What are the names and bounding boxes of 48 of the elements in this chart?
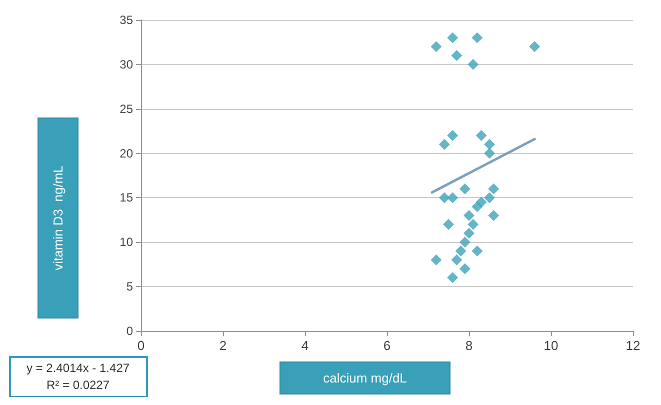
x-tick-label: 4 xyxy=(301,338,309,353)
point xyxy=(438,192,450,204)
point xyxy=(484,192,495,204)
point xyxy=(459,263,470,274)
point xyxy=(472,201,483,212)
point xyxy=(464,228,474,239)
point xyxy=(472,246,483,257)
point xyxy=(484,138,495,150)
x-tick-label: 8 xyxy=(465,338,473,353)
x-tick-label: 2 xyxy=(219,338,227,353)
point xyxy=(464,210,474,221)
y-tick-label: 25 xyxy=(120,102,134,116)
y-tick-label: 20 xyxy=(120,146,134,160)
y-tick-label: 10 xyxy=(120,235,134,250)
point xyxy=(488,183,500,194)
point xyxy=(468,218,479,230)
point xyxy=(459,236,470,248)
point xyxy=(438,138,450,150)
point xyxy=(430,254,442,266)
point xyxy=(451,254,462,266)
point xyxy=(447,32,458,44)
x-tick-label: 10 xyxy=(544,338,558,353)
text: R² = 0.0227 xyxy=(46,378,110,392)
point xyxy=(430,41,442,52)
point xyxy=(455,246,466,257)
y-tick-label: 5 xyxy=(126,280,134,294)
x-tick-label: 0 xyxy=(137,338,145,353)
x-tick-label: 12 xyxy=(626,338,640,353)
point xyxy=(468,58,479,70)
point xyxy=(529,41,540,52)
y-tick-label: 0 xyxy=(126,324,134,338)
point xyxy=(476,130,487,142)
point xyxy=(459,183,470,194)
point xyxy=(451,50,462,62)
text: y = 2.4014x - 1.427 xyxy=(26,361,130,375)
point xyxy=(447,272,458,284)
y-tick-label: 15 xyxy=(120,190,134,205)
point xyxy=(484,148,495,159)
point xyxy=(443,218,454,230)
x-axis-title: calcium mg/dL xyxy=(323,370,407,386)
y-axis-title: vitamin D3 ng/mL xyxy=(50,166,66,270)
point xyxy=(447,130,458,142)
point xyxy=(472,32,483,44)
x-tick-label: 6 xyxy=(383,338,391,353)
y-tick-label: 35 xyxy=(120,13,134,27)
y-tick-label: 30 xyxy=(120,57,134,72)
point xyxy=(488,210,500,221)
point xyxy=(447,192,458,204)
